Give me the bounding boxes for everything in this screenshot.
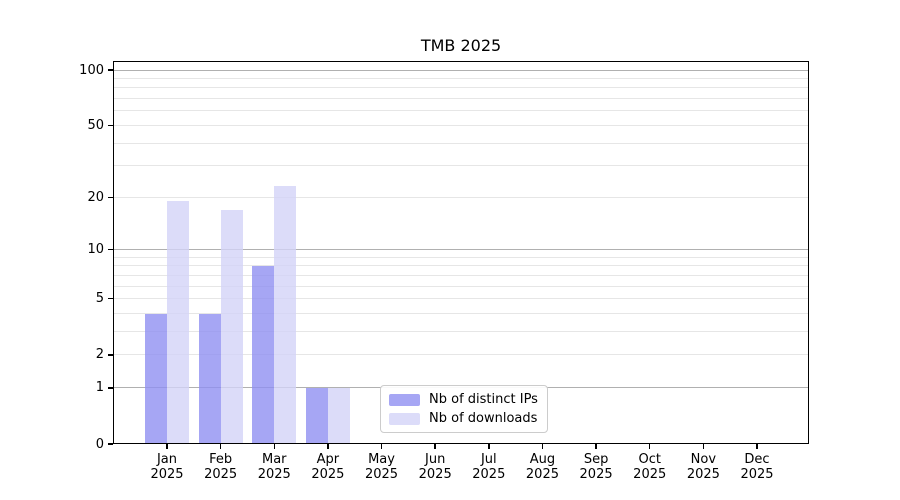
gridline-50 [113,124,809,126]
legend-item-distinct-ips: Nb of distinct IPs [389,392,538,407]
legend-label-distinct-ips: Nb of distinct IPs [429,392,538,407]
y-tick-5 [108,298,113,300]
gridline-20 [113,196,809,198]
x-tick-label-jun: Jun 2025 [418,452,452,482]
x-tick-label-dec: Dec 2025 [740,452,774,482]
gridline-90 [113,77,809,79]
bar-feb-downloads [220,209,243,444]
gridline-5 [113,298,809,300]
y-tick-label-20: 20 [87,189,104,205]
x-tick-dec [756,444,758,449]
x-tick-apr [327,444,329,449]
gridline-6 [113,285,809,287]
x-tick-label-jan: Jan 2025 [150,452,184,482]
x-tick-aug [541,444,544,449]
x-tick-oct [649,444,651,449]
legend-swatch-downloads-icon [389,412,420,425]
gridline-9 [113,256,809,258]
y-tick-20 [108,196,113,198]
gridline-100 [113,69,809,71]
gridline-30 [113,165,809,167]
x-tick-label-jul: Jul 2025 [472,452,506,482]
x-tick-jan [166,444,168,449]
gridline-7 [113,274,809,276]
y-tick-0 [108,443,113,445]
y-tick-1 [108,387,113,389]
y-tick-label-100: 100 [79,62,104,78]
bar-apr-downloads [327,387,350,444]
x-tick-nov [702,444,705,449]
gridline-4 [113,313,809,315]
x-tick-label-oct: Oct 2025 [633,452,667,482]
gridline-40 [113,142,809,144]
gridline-10 [113,249,809,251]
x-tick-mar [273,444,275,449]
bar-mar-distinct-ips [252,265,275,444]
x-tick-jul [488,444,490,449]
x-tick-label-apr: Apr 2025 [311,452,345,482]
x-tick-label-nov: Nov 2025 [686,452,720,482]
y-tick-label-2: 2 [95,347,104,363]
plot-area: Nb of distinct IPs Nb of downloads [113,61,809,444]
gridline-80 [113,87,809,89]
y-tick-10 [108,248,113,251]
gridline-8 [113,265,809,267]
x-tick-label-aug: Aug 2025 [525,452,559,482]
bar-feb-distinct-ips [198,313,221,444]
gridline-70 [113,98,809,100]
y-tick-label-5: 5 [95,291,104,307]
y-tick-2 [108,354,113,356]
bar-jan-distinct-ips [145,313,167,444]
gridline-60 [113,110,809,112]
y-tick-label-50: 50 [87,117,104,133]
x-tick-sep [595,444,597,449]
legend-item-downloads: Nb of downloads [389,411,538,426]
chart-title: TMB 2025 [420,36,502,55]
legend-label-downloads: Nb of downloads [429,411,538,426]
x-tick-may [380,444,383,449]
legend-swatch-distinct-ips-icon [389,393,420,406]
gridline-2 [113,354,809,356]
y-tick-100 [108,69,113,71]
bar-apr-distinct-ips [305,387,328,444]
legend: Nb of distinct IPs Nb of downloads [380,385,548,433]
x-tick-label-feb: Feb 2025 [204,452,238,482]
bar-mar-downloads [274,186,297,444]
x-tick-jun [434,444,436,449]
x-tick-label-mar: Mar 2025 [257,452,291,482]
y-tick-label-1: 1 [95,380,104,396]
y-tick-label-0: 0 [95,436,104,452]
y-tick-label-10: 10 [87,242,104,258]
bar-jan-downloads [167,201,189,444]
x-tick-label-may: May 2025 [364,452,399,482]
x-tick-feb [219,444,222,449]
gridline-3 [113,331,809,333]
x-tick-label-sep: Sep 2025 [579,452,613,482]
y-tick-50 [108,124,113,127]
